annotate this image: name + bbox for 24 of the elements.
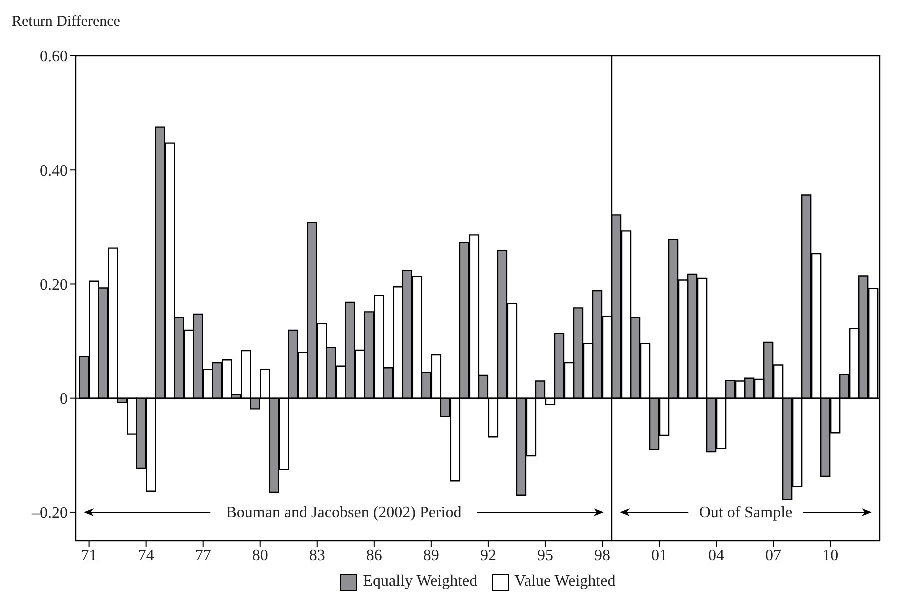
x-tick-label: 74 — [138, 547, 154, 564]
x-tick-label: 01 — [652, 547, 668, 564]
annotation: Out of Sample — [699, 504, 793, 522]
x-tick-label: 07 — [766, 547, 782, 564]
x-tick-label: 77 — [195, 547, 212, 564]
y-tick-label: 0.60 — [40, 48, 68, 66]
x-tick-label: 10 — [822, 547, 839, 564]
legend-label: Equally Weighted — [362, 573, 478, 591]
y-tick-label: 0.20 — [40, 276, 68, 294]
x-tick-label: 92 — [480, 547, 496, 564]
x-tick-label: 80 — [252, 547, 268, 564]
x-tick-label: 04 — [708, 547, 725, 564]
y-axis-title: Return Difference — [12, 14, 120, 31]
x-tick-label: 98 — [594, 547, 610, 564]
legend-label: Value Weighted — [514, 573, 616, 591]
y-tick-label: 0 — [60, 391, 68, 408]
y-tick-label: –0.20 — [31, 505, 68, 522]
x-tick-label: 86 — [366, 547, 382, 564]
x-tick-label: 89 — [423, 547, 440, 564]
annotation: Bouman and Jacobsen (2002) Period — [226, 504, 462, 522]
x-tick-label: 95 — [537, 547, 554, 564]
x-tick-label: 83 — [309, 547, 326, 564]
x-tick-label: 71 — [81, 547, 98, 564]
y-tick-label: 0.40 — [40, 162, 68, 180]
